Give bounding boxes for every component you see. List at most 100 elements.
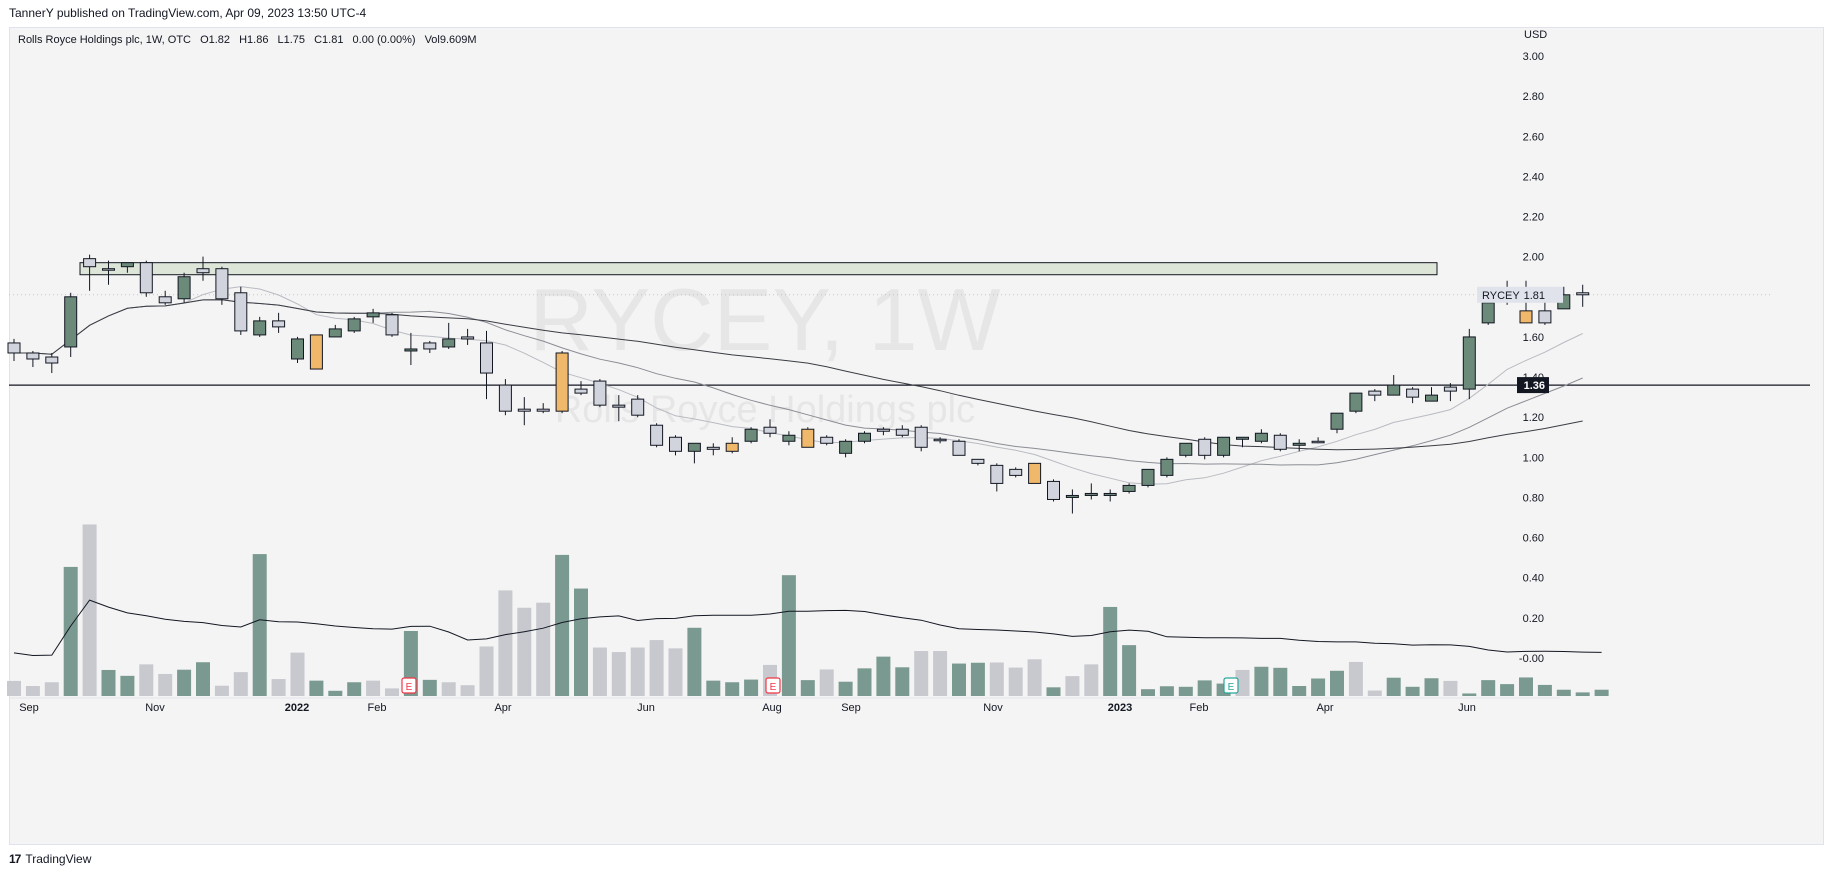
candle[interactable] (725, 442, 739, 452)
candle[interactable] (1330, 412, 1344, 430)
candle[interactable] (423, 342, 437, 350)
x-tick-label: Sep (841, 702, 861, 714)
candle[interactable] (1179, 442, 1193, 456)
candle[interactable] (480, 342, 493, 374)
candle[interactable] (120, 262, 134, 268)
candle[interactable] (1311, 440, 1325, 444)
volume-bar (1159, 686, 1174, 696)
candle[interactable] (1028, 462, 1042, 484)
candle[interactable] (1519, 310, 1533, 324)
candle[interactable] (650, 424, 664, 446)
candle[interactable] (1349, 392, 1363, 412)
footer-brand[interactable]: TradingView (25, 852, 92, 866)
candle[interactable] (215, 268, 229, 300)
candle[interactable] (253, 320, 267, 336)
candle[interactable] (385, 314, 399, 336)
candle[interactable] (328, 328, 342, 338)
candle[interactable] (952, 440, 966, 456)
resistance-zone[interactable] (79, 262, 1438, 276)
candle[interactable] (498, 384, 512, 412)
volume-bar (1046, 687, 1061, 696)
candle[interactable] (631, 398, 645, 416)
volume-bar (744, 679, 759, 696)
earnings-marker[interactable] (765, 677, 781, 694)
candle[interactable] (1065, 494, 1079, 498)
candle[interactable] (83, 258, 97, 268)
candle[interactable] (1198, 438, 1212, 456)
candle[interactable] (895, 428, 909, 436)
volume-bar (914, 651, 929, 696)
earnings-marker[interactable] (1223, 677, 1239, 694)
candle[interactable] (669, 436, 682, 452)
candle[interactable] (7, 342, 21, 354)
candle[interactable] (26, 352, 40, 360)
candle[interactable] (139, 262, 153, 294)
volume-bar (838, 681, 853, 696)
candle[interactable] (858, 432, 871, 442)
volume-bar (7, 680, 21, 696)
candle[interactable] (555, 352, 569, 412)
candle[interactable] (574, 388, 588, 394)
volume-bar (1575, 692, 1590, 696)
candle[interactable] (971, 458, 985, 464)
candle[interactable] (366, 312, 380, 318)
candle[interactable] (1368, 390, 1382, 396)
candle[interactable] (234, 292, 248, 332)
candle[interactable] (687, 442, 701, 452)
candle[interactable] (1406, 388, 1420, 398)
candle[interactable] (839, 440, 853, 454)
candle[interactable] (272, 320, 286, 328)
candle[interactable] (177, 276, 191, 300)
candle[interactable] (1462, 336, 1476, 390)
y-tick-label: 2.60 (1523, 131, 1544, 143)
earnings-marker[interactable] (401, 677, 417, 694)
candle[interactable] (1122, 484, 1136, 492)
candle[interactable] (1425, 394, 1438, 402)
candle[interactable] (45, 356, 59, 364)
candle[interactable] (1292, 442, 1306, 446)
candle[interactable] (461, 336, 475, 340)
candle[interactable] (1103, 492, 1117, 496)
candle[interactable] (347, 318, 361, 332)
candle[interactable] (196, 268, 210, 274)
volume-bar (271, 679, 286, 696)
candle[interactable] (914, 426, 928, 448)
candle[interactable] (158, 296, 172, 304)
candle[interactable] (1047, 480, 1060, 500)
candle[interactable] (706, 446, 720, 450)
candle[interactable] (404, 348, 418, 352)
candle[interactable] (64, 296, 78, 348)
candle[interactable] (763, 426, 777, 434)
candle[interactable] (442, 338, 456, 348)
candle[interactable] (990, 464, 1004, 484)
candle[interactable] (1236, 436, 1249, 440)
candle[interactable] (102, 268, 115, 271)
candle[interactable] (1009, 468, 1023, 476)
candle[interactable] (1084, 492, 1098, 496)
candle[interactable] (536, 408, 550, 412)
candle[interactable] (744, 428, 758, 442)
candle[interactable] (612, 404, 626, 408)
candle[interactable] (1217, 436, 1231, 456)
candle[interactable] (933, 438, 947, 442)
candle[interactable] (1538, 310, 1552, 324)
candle[interactable] (593, 380, 607, 406)
chart-legend: Rolls Royce Holdings plc, 1W, OTC O1.82 … (18, 34, 483, 46)
candle[interactable] (782, 434, 796, 442)
candle[interactable] (876, 428, 890, 432)
candle[interactable] (801, 428, 815, 448)
candle[interactable] (1387, 384, 1401, 396)
publish-info: TannerY published on TradingView.com, Ap… (9, 6, 367, 20)
candle[interactable] (1443, 386, 1457, 392)
candle[interactable] (1576, 292, 1590, 296)
candle[interactable] (820, 436, 834, 444)
candle[interactable] (1141, 468, 1155, 486)
candle[interactable] (291, 338, 304, 360)
candle[interactable] (1481, 302, 1495, 324)
candle[interactable] (517, 408, 531, 412)
candle[interactable] (1160, 458, 1174, 476)
candle[interactable] (309, 334, 323, 370)
candle[interactable] (1254, 432, 1268, 442)
candle[interactable] (1273, 434, 1287, 450)
